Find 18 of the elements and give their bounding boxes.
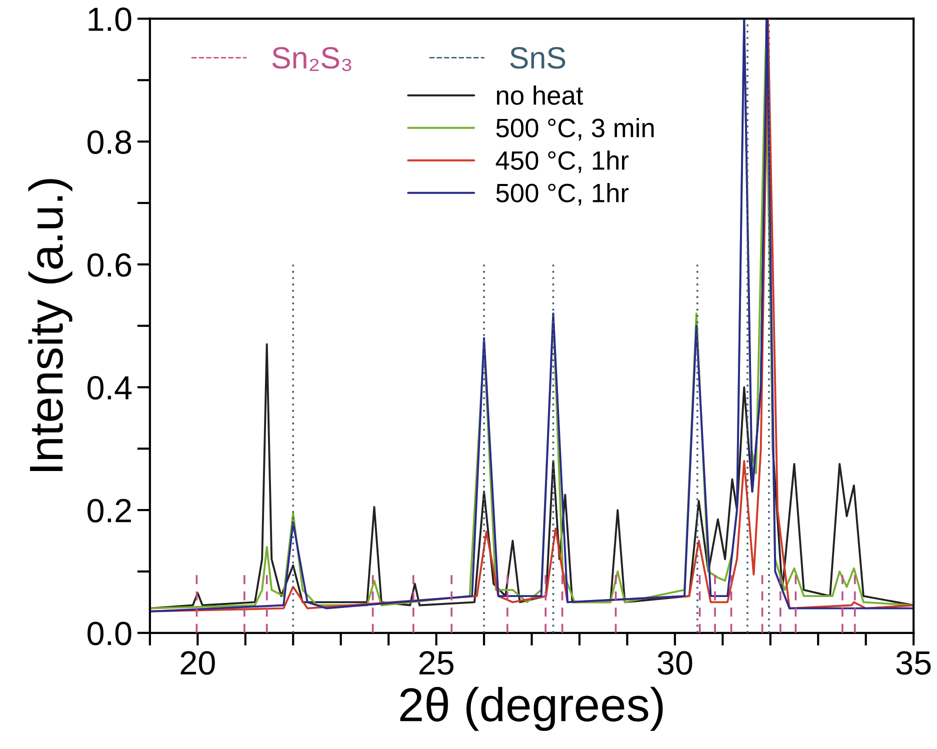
- x-tick-label: 30: [658, 651, 692, 675]
- legend-label: 450 °C, 1hr: [496, 150, 629, 173]
- y-tick-label: 0.2: [88, 498, 131, 522]
- y-axis-title: Intensity (a.u.): [28, 179, 72, 472]
- y-tick-label: 0.4: [88, 376, 132, 400]
- legend-label: no heat: [496, 85, 584, 105]
- x-axis-title: 2θ (degrees): [400, 686, 663, 731]
- x-tick-label: 20: [180, 651, 215, 675]
- y-tick-label: 0.6: [88, 253, 132, 277]
- x-tick-label: 35: [896, 651, 931, 675]
- y-tick-label: 0.0: [88, 622, 132, 646]
- y-tick-label: 1.0: [88, 8, 132, 32]
- legend-label: 500 °C, 3 min: [496, 118, 654, 140]
- legend-label: SnS: [510, 47, 566, 69]
- legend-label: Sn₂S₃: [272, 47, 352, 72]
- y-tick-label: 0.8: [88, 130, 132, 154]
- x-tick-label: 25: [419, 651, 454, 675]
- legend-label: 500 °C, 1hr: [496, 183, 629, 206]
